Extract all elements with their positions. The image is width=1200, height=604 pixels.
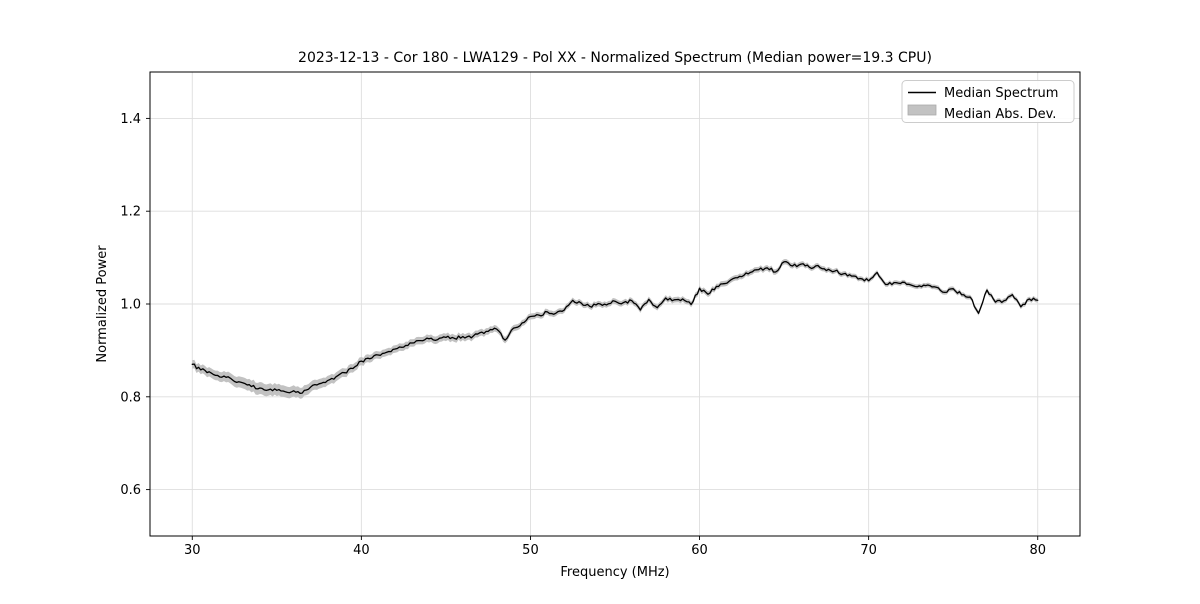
x-tick-label: 40 bbox=[353, 543, 370, 558]
x-tick-label: 30 bbox=[184, 543, 201, 558]
x-axis-ticks: 30 40 50 60 70 80 bbox=[184, 536, 1046, 558]
legend: Median Spectrum Median Abs. Dev. bbox=[901, 80, 1075, 123]
median-spectrum-line bbox=[191, 261, 1039, 394]
x-axis-label: Frequency (MHz) bbox=[560, 565, 669, 580]
y-tick-label: 1.4 bbox=[120, 112, 141, 127]
y-axis-label: Normalized Power bbox=[95, 245, 110, 363]
x-tick-label: 60 bbox=[691, 543, 708, 558]
legend-label-mad: Median Abs. Dev. bbox=[944, 107, 1056, 122]
legend-patch-sample-icon bbox=[907, 104, 937, 116]
chart-title: 2023-12-13 - Cor 180 - LWA129 - Pol XX -… bbox=[298, 50, 932, 66]
x-tick-label: 70 bbox=[860, 543, 877, 558]
y-axis-ticks: 0.6 0.8 1.0 1.2 1.4 bbox=[120, 112, 150, 498]
y-tick-label: 1.2 bbox=[120, 205, 141, 220]
y-tick-label: 1.0 bbox=[120, 298, 141, 313]
x-tick-label: 80 bbox=[1029, 543, 1046, 558]
x-tick-label: 50 bbox=[522, 543, 539, 558]
legend-label-median-spectrum: Median Spectrum bbox=[944, 86, 1058, 101]
legend-box bbox=[901, 80, 1075, 123]
mad-band-area bbox=[192, 258, 1038, 399]
y-tick-label: 0.6 bbox=[120, 483, 141, 498]
y-tick-label: 0.8 bbox=[120, 390, 141, 405]
